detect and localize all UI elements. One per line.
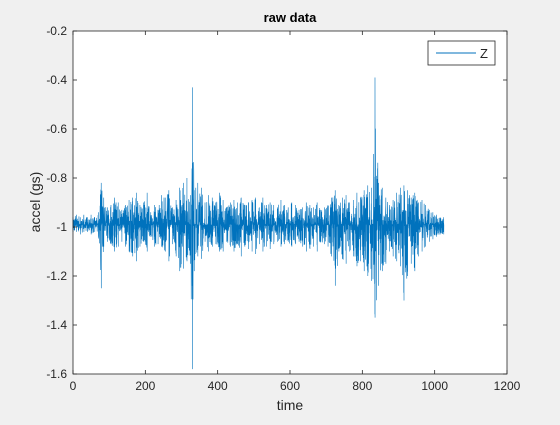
x-tick-label: 1000	[421, 379, 448, 393]
series-line-z	[72, 77, 445, 370]
plot-area	[73, 31, 507, 374]
series-layer	[72, 77, 445, 370]
x-axis: 0 200 400 600 800 1000 1200	[70, 31, 521, 393]
y-tick-label: -1.6	[46, 367, 67, 381]
y-tick-label: -0.8	[46, 171, 67, 185]
y-axis: -0.2 -0.4 -0.6 -0.8 -1 -1.2 -1.4 -1.6	[46, 24, 507, 381]
y-tick-label: -0.6	[46, 122, 67, 136]
y-axis-label: accel (gs)	[27, 172, 43, 233]
y-tick-label: -0.4	[46, 73, 67, 87]
y-tick-label: -1	[56, 220, 67, 234]
legend-label-z: Z	[480, 46, 488, 61]
x-axis-label: time	[277, 397, 304, 413]
x-tick-label: 1200	[494, 379, 521, 393]
y-tick-label: -1.2	[46, 269, 67, 283]
legend: Z	[427, 40, 496, 66]
x-tick-label: 400	[208, 379, 228, 393]
chart-title: raw data	[264, 10, 318, 25]
x-tick-label: 200	[135, 379, 155, 393]
y-tick-label: -1.4	[46, 318, 67, 332]
x-tick-label: 600	[280, 379, 300, 393]
x-tick-label: 800	[352, 379, 372, 393]
x-tick-label: 0	[70, 379, 77, 393]
y-tick-label: -0.2	[46, 24, 67, 38]
